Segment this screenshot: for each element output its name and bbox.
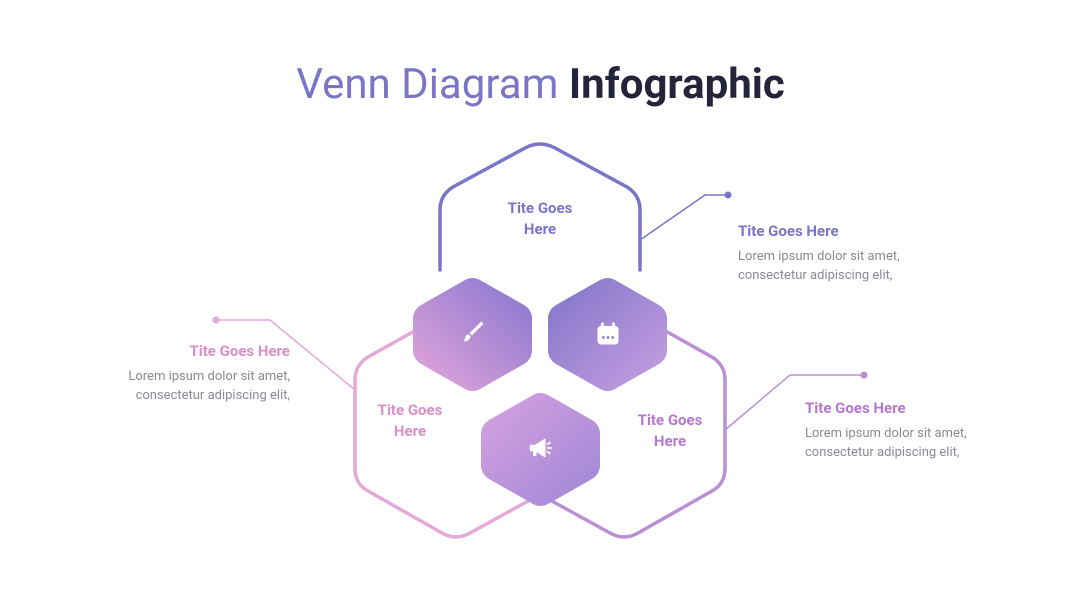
callout-top-right: Tite Goes Here Lorem ipsum dolor sit ame… xyxy=(738,222,938,286)
hex-label-right: Tite Goes Here xyxy=(610,410,730,452)
hex-label-top: Tite Goes Here xyxy=(480,198,600,240)
callout-title: Tite Goes Here xyxy=(738,222,938,240)
venn-diagram xyxy=(0,0,1081,608)
callout-title: Tite Goes Here xyxy=(805,399,1005,417)
callout-bottom-right: Tite Goes Here Lorem ipsum dolor sit ame… xyxy=(805,399,1005,463)
callout-body: Lorem ipsum dolor sit amet, consectetur … xyxy=(90,368,290,406)
callout-body: Lorem ipsum dolor sit amet, consectetur … xyxy=(738,248,938,286)
callout-body: Lorem ipsum dolor sit amet, consectetur … xyxy=(805,425,1005,463)
megaphone-icon xyxy=(526,434,554,462)
callout-title: Tite Goes Here xyxy=(90,342,290,360)
brush-icon xyxy=(459,318,487,346)
hex-label-left: Tite Goes Here xyxy=(350,400,470,442)
calendar-icon xyxy=(594,320,622,348)
connector-top-right xyxy=(640,192,732,241)
callout-left: Tite Goes Here Lorem ipsum dolor sit ame… xyxy=(90,342,290,406)
